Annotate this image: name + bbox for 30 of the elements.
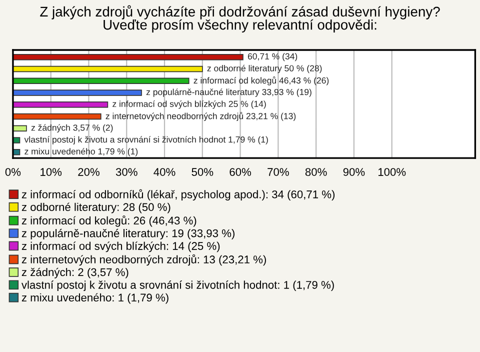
x-tick-label: 30% <box>116 168 138 176</box>
data-label: z informací od svých blízkých 25 % (14) <box>112 100 266 109</box>
chart-title: Z jakých zdrojů vycházíte při dodržování zásad duševní hygieny? Uveďte prosím všechny relevantní odpovědi: <box>40 5 440 32</box>
data-label: z internetových neodborných zdrojů 23,21 % (13) <box>106 112 296 121</box>
data-label: 60,71 % (34) <box>248 53 298 62</box>
data-label: z odborné literatury 50 % (28) <box>207 64 322 74</box>
x-tick-label: 50% <box>192 168 214 176</box>
legend-label: vlastní postoj k životu a srovnání si životních hodnot: 1 (1,79 %) <box>22 280 334 292</box>
legend-label: z odborné literatury: 28 (50 %) <box>22 202 170 214</box>
x-tick-label: 60% <box>230 168 252 176</box>
legend-label: z informací od odborníků (lékař, psycholog apod.): 34 (60,71 %) <box>22 189 335 201</box>
x-tick-label: 70% <box>268 168 289 176</box>
x-tick-label: 0% <box>5 168 21 176</box>
data-label: vlastní postoj k životu a srovnání si životních hodnot 1,79 % (1) <box>24 136 268 144</box>
data-label: z populárně-naučné literatury 33,93 % (19) <box>146 88 312 97</box>
data-label: z mixu uvedeného 1,79 % (1) <box>24 148 138 156</box>
legend-label: z informací od svých blízkých: 14 (25 %) <box>22 242 220 252</box>
data-label: z informací od kolegů 46,43 % (26) <box>194 76 329 86</box>
legend-label: z mixu uvedeného: 1 (1,79 %) <box>22 293 168 304</box>
legend-label: z informací od kolegů: 26 (46,43 %) <box>22 215 196 227</box>
legend-label: z populárně-naučné literatury: 19 (33,93 %) <box>22 228 234 240</box>
x-tick-label: 10% <box>40 168 62 176</box>
legend-label: z internetových neodborných zdrojů: 13 (23,21 %) <box>22 254 266 266</box>
legend-label: z žádných: 2 (3,57 %) <box>22 268 128 278</box>
x-tick-label: 40% <box>154 168 176 176</box>
data-label: z žádných 3,57 % (2) <box>31 124 113 132</box>
x-tick-label: 90% <box>343 168 365 176</box>
x-tick-label: 20% <box>78 168 100 176</box>
x-tick-label: 80% <box>305 168 327 176</box>
x-tick-label: 100% <box>378 168 406 176</box>
